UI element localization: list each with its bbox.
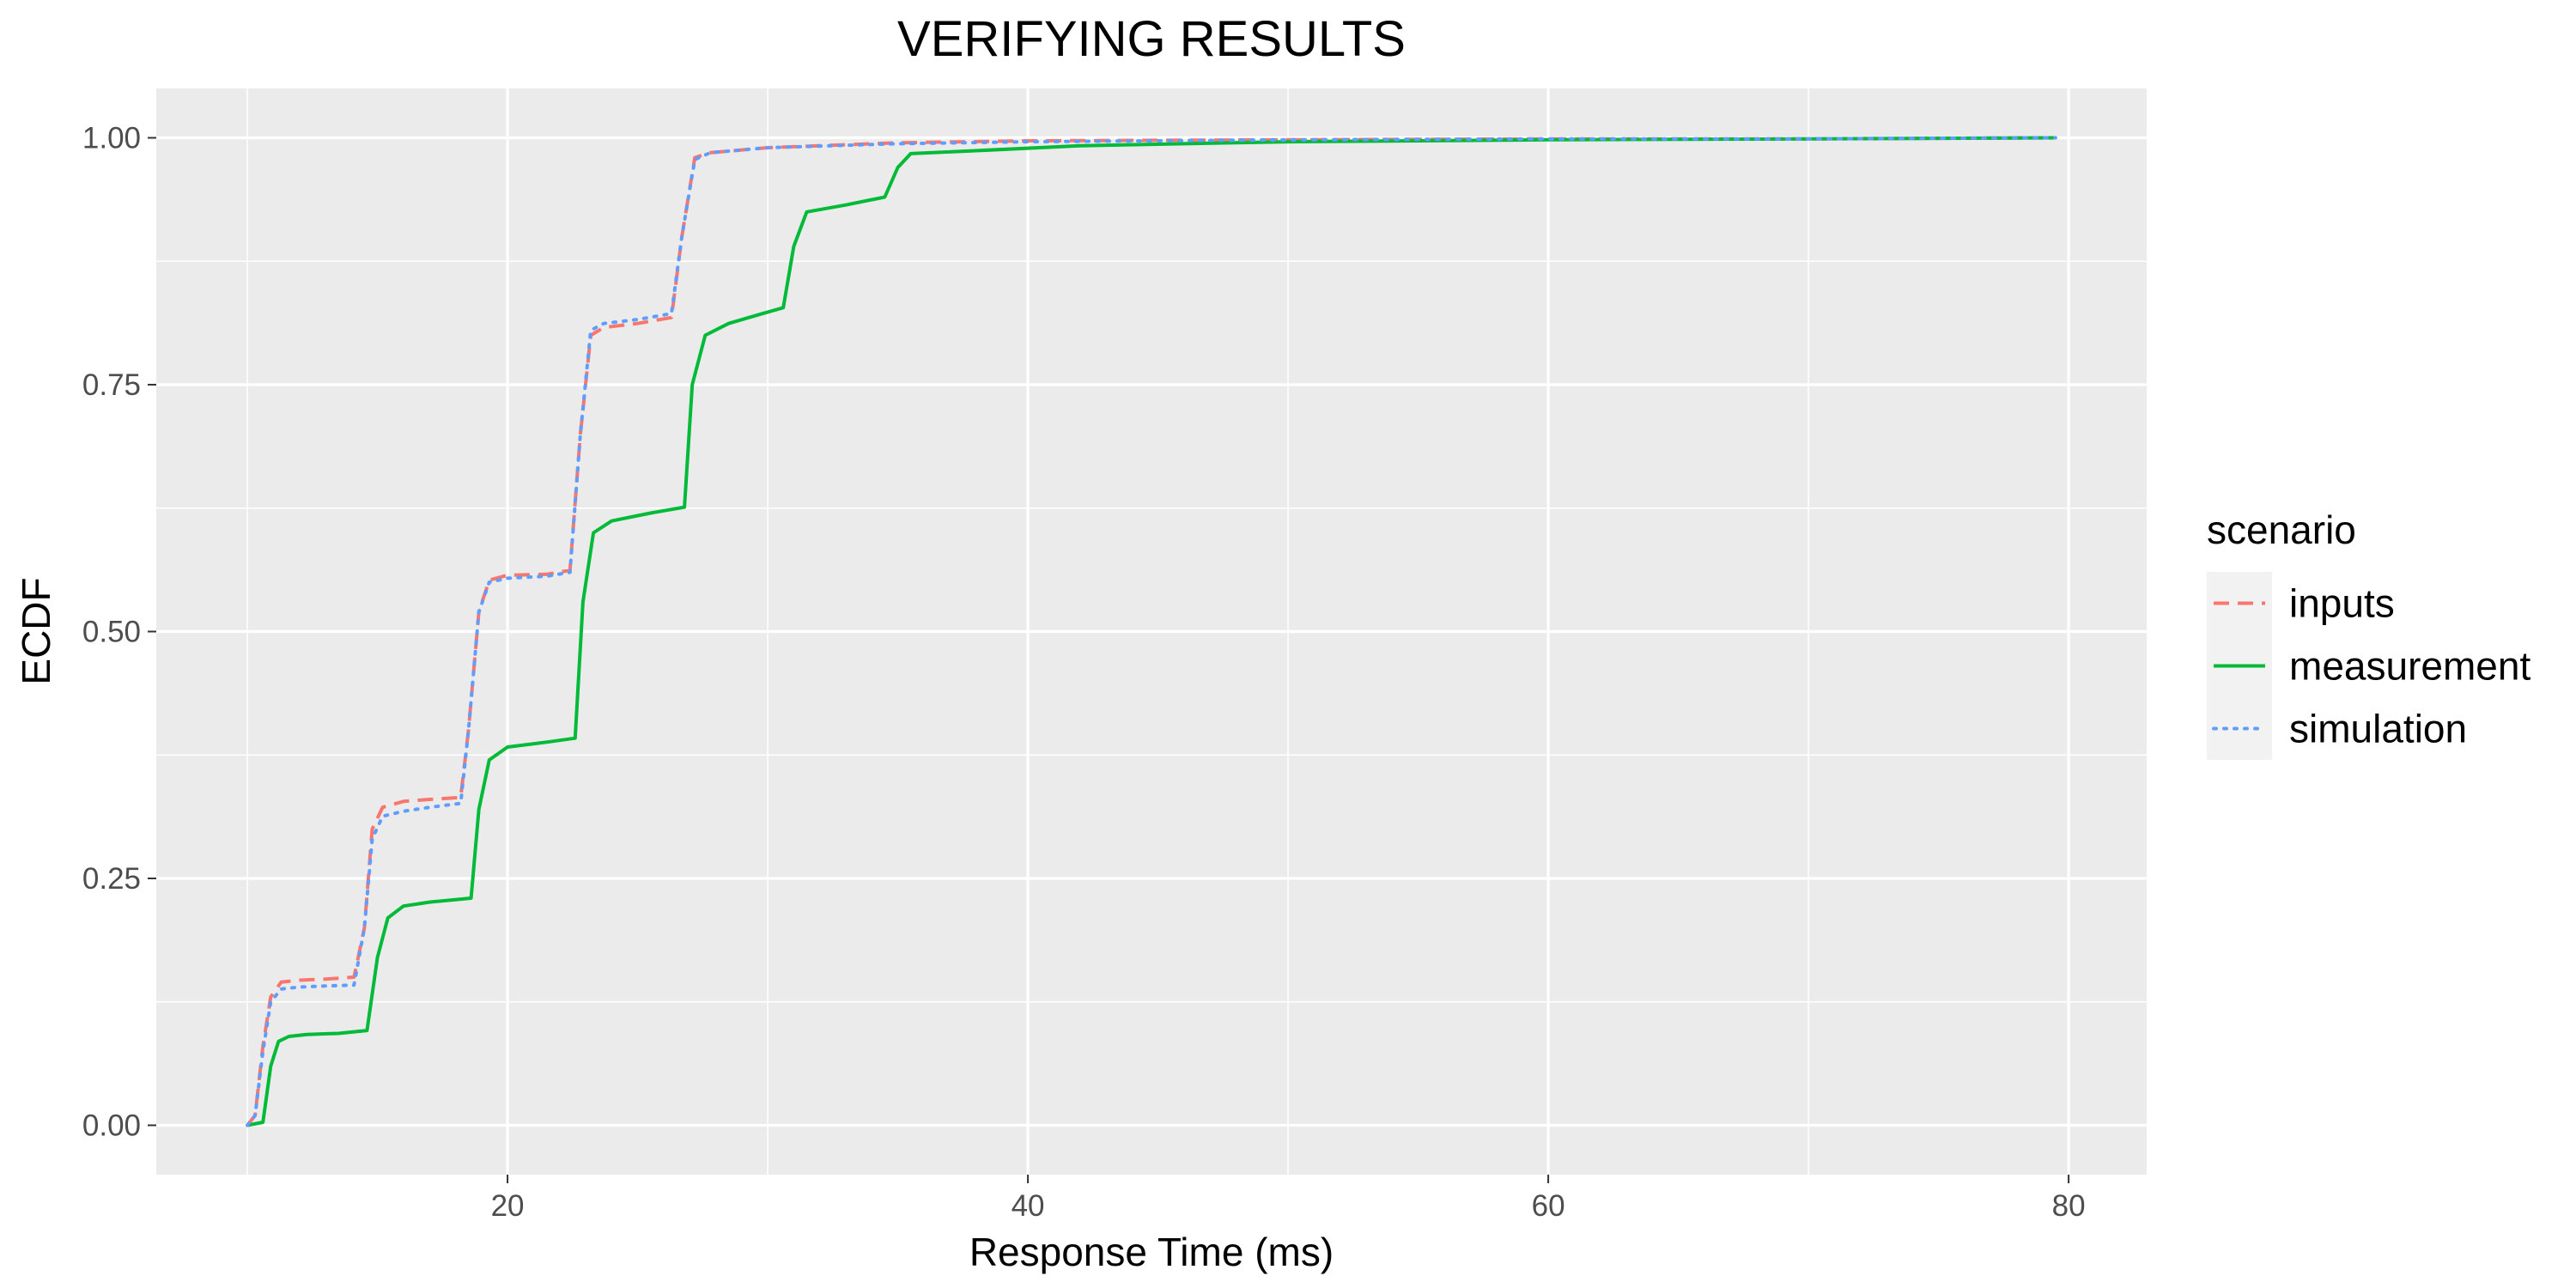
x-axis-label: Response Time (ms) — [969, 1230, 1334, 1274]
x-tick-label: 60 — [1532, 1189, 1565, 1223]
x-tick-label: 80 — [2052, 1189, 2086, 1223]
x-tick-label: 40 — [1012, 1189, 1045, 1223]
y-axis-ticks: 0.00 0.25 0.50 0.75 1.00 — [82, 122, 156, 1143]
y-tick-label: 0.50 — [82, 616, 141, 649]
y-tick-label: 1.00 — [82, 122, 141, 155]
x-tick-label: 20 — [491, 1189, 525, 1223]
chart-title: VERIFYING RESULTS — [897, 11, 1406, 67]
major-gridlines — [156, 88, 2147, 1175]
legend-label-measurement: measurement — [2289, 644, 2530, 689]
legend: scenario inputs measurement simulation — [2207, 507, 2530, 760]
y-tick-label: 0.75 — [82, 368, 141, 402]
legend-title: scenario — [2207, 507, 2356, 552]
y-axis-label: ECDF — [14, 577, 58, 684]
y-tick-label: 0.00 — [82, 1109, 141, 1143]
y-tick-label: 0.25 — [82, 862, 141, 896]
x-axis-ticks: 20 40 60 80 — [491, 1175, 2086, 1223]
legend-label-simulation: simulation — [2289, 707, 2467, 751]
legend-label-inputs: inputs — [2289, 581, 2395, 626]
series-lines — [246, 136, 2057, 1127]
series-line-simulation — [246, 136, 2057, 1127]
series-line-measurement — [246, 136, 2056, 1127]
legend-items: inputs measurement simulation — [2207, 572, 2530, 760]
